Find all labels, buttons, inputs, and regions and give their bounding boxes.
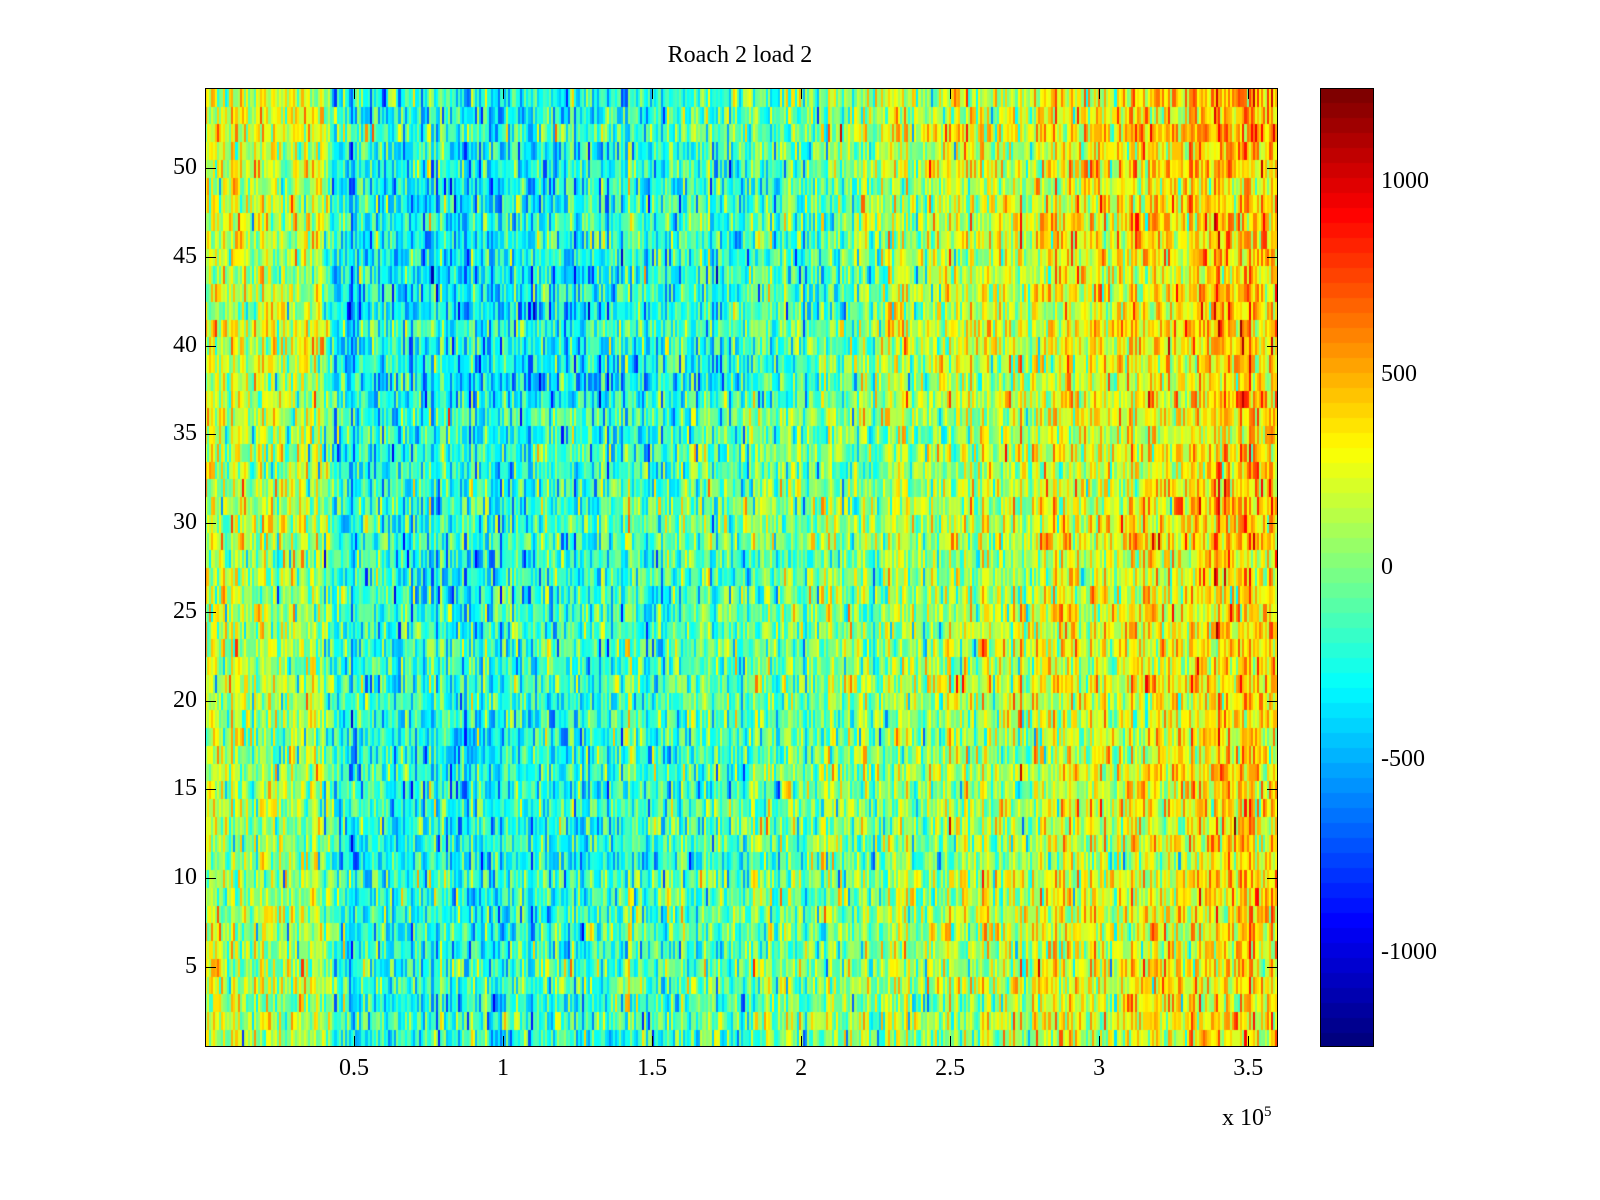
- y-tick-label: 25: [173, 597, 197, 624]
- colorbar-tick-label: 0: [1381, 553, 1393, 580]
- chart-title: Roach 2 load 2: [667, 42, 813, 68]
- y-tick: [206, 967, 216, 969]
- y-tick: [1267, 345, 1277, 347]
- x-tick: [1099, 1036, 1101, 1046]
- x-tick: [950, 89, 952, 99]
- x-tick-label: 2.5: [935, 1055, 966, 1081]
- x-tick: [1099, 89, 1101, 99]
- y-tick: [1267, 789, 1277, 791]
- y-tick: [206, 256, 216, 258]
- x-axis-multiplier: x 105: [1222, 1104, 1272, 1131]
- x-tick-label: 0.5: [339, 1055, 370, 1081]
- x-tick: [1248, 89, 1250, 99]
- y-tick-label: 5: [185, 953, 197, 980]
- y-tick: [1267, 434, 1277, 436]
- x-tick-label: 3: [1093, 1055, 1106, 1081]
- x-tick: [354, 1036, 356, 1046]
- x-tick: [652, 1036, 654, 1046]
- y-tick-label: 10: [173, 864, 197, 891]
- colorbar-tick-label: -500: [1381, 746, 1425, 773]
- plot-area: [205, 88, 1278, 1047]
- y-tick: [206, 700, 216, 702]
- y-tick: [206, 878, 216, 880]
- y-tick-label: 45: [173, 242, 197, 269]
- y-tick: [206, 434, 216, 436]
- x-tick: [1248, 1036, 1250, 1046]
- y-tick: [1267, 523, 1277, 525]
- y-tick-label: 15: [173, 775, 197, 802]
- y-tick: [1267, 167, 1277, 169]
- x-tick: [354, 89, 356, 99]
- x-tick: [503, 1036, 505, 1046]
- colorbar-tick-label: 500: [1381, 360, 1417, 387]
- y-tick: [206, 523, 216, 525]
- x-tick-label: 2: [795, 1055, 808, 1081]
- colorbar: [1320, 88, 1374, 1047]
- x-tick: [801, 89, 803, 99]
- y-tick: [1267, 967, 1277, 969]
- y-tick: [1267, 256, 1277, 258]
- y-tick: [206, 789, 216, 791]
- y-tick-label: 50: [173, 153, 197, 180]
- y-tick-label: 35: [173, 420, 197, 447]
- x-tick: [950, 1036, 952, 1046]
- x-tick: [801, 1036, 803, 1046]
- y-tick-label: 20: [173, 686, 197, 713]
- y-tick: [206, 611, 216, 613]
- colorbar-tick-label: -1000: [1381, 938, 1437, 965]
- y-tick: [206, 345, 216, 347]
- colorbar-frame: [1320, 88, 1374, 1047]
- x-tick-label: 1: [497, 1055, 510, 1081]
- x-tick-label: 1.5: [637, 1055, 668, 1081]
- y-tick: [1267, 878, 1277, 880]
- y-tick: [206, 167, 216, 169]
- x-tick: [652, 89, 654, 99]
- y-tick: [1267, 611, 1277, 613]
- colorbar-tick-label: 1000: [1381, 168, 1429, 195]
- y-tick-label: 40: [173, 331, 197, 358]
- y-tick-label: 30: [173, 509, 197, 536]
- y-tick: [1267, 700, 1277, 702]
- x-tick: [503, 89, 505, 99]
- heatmap-image: [205, 88, 1278, 1047]
- x-tick-label: 3.5: [1233, 1055, 1264, 1081]
